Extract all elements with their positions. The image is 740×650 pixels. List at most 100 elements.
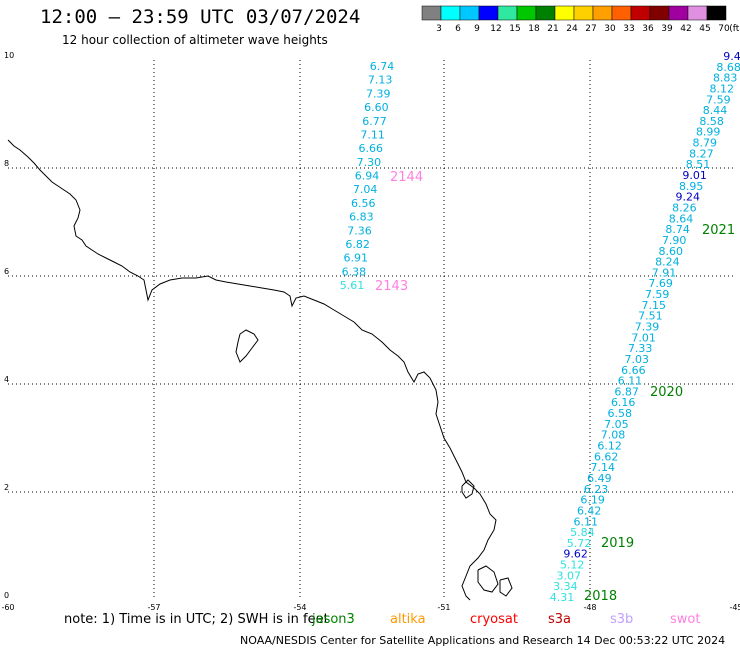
colorbar-tick-label: 24 — [566, 24, 578, 34]
swh-value-label: 6.60 — [364, 101, 389, 114]
swh-value-label: 6.62 — [594, 450, 619, 463]
swh-value-label: 8.12 — [710, 82, 735, 95]
note-text: note: 1) Time is in UTC; 2) SWH is in fe… — [64, 612, 329, 627]
swh-value-label: 7.69 — [648, 277, 673, 290]
swh-value-label: 7.11 — [360, 128, 385, 141]
swh-value-label: 6.42 — [577, 504, 602, 517]
x-tick-label: -45 — [729, 603, 740, 612]
swh-value-label: 7.39 — [635, 321, 660, 334]
swh-value-label: 7.39 — [366, 87, 391, 100]
swh-value-label: 7.14 — [591, 461, 616, 474]
colorbar-swatch — [535, 5, 556, 21]
colorbar-swatch — [497, 5, 518, 21]
pass-time-label: 2018 — [584, 589, 617, 604]
y-tick-label: 2 — [4, 483, 9, 492]
colorbar-tick-label: 42 — [680, 24, 691, 34]
swh-value-label: 6.82 — [345, 238, 370, 251]
swh-value-label: 5.12 — [560, 559, 585, 572]
colorbar-tick-label: 6 — [455, 24, 461, 34]
colorbar-swatch — [706, 5, 727, 21]
swh-value-label: 3.34 — [553, 580, 578, 593]
x-tick-label: -54 — [293, 603, 306, 612]
swh-value-label: 6.19 — [580, 494, 605, 507]
coastline — [7, 139, 513, 601]
swh-value-label: 7.08 — [601, 429, 626, 442]
map-title: 12:00 – 23:59 UTC 03/07/2024 — [40, 6, 361, 28]
colorbar-swatch — [573, 5, 594, 21]
swh-value-label: 7.51 — [638, 310, 663, 323]
swh-value-label: 9.24 — [676, 191, 701, 204]
swh-value-label: 6.91 — [344, 252, 369, 265]
colorbar-swatch — [668, 5, 689, 21]
colorbar-swatch — [440, 5, 461, 21]
swh-value-label: 7.05 — [604, 418, 629, 431]
swh-value-label: 8.83 — [713, 72, 738, 85]
swh-value-label: 5.61 — [340, 279, 365, 292]
map-subtitle: 12 hour collection of altimeter wave hei… — [62, 33, 328, 47]
swh-value-label: 9.62 — [563, 548, 588, 561]
swh-value-label: 8.68 — [716, 61, 740, 74]
swh-value-label: 8.79 — [693, 137, 718, 150]
colorbar-swatch — [592, 5, 613, 21]
y-tick-label: 6 — [4, 267, 9, 276]
swh-value-label: 6.66 — [621, 364, 646, 377]
pass-time-label: 2144 — [390, 170, 423, 185]
colorbar-tick-label: 15 — [509, 24, 520, 34]
swh-value-label: 7.01 — [631, 331, 656, 344]
swh-value-label: 8.95 — [679, 180, 704, 193]
colorbar-swatch — [611, 5, 632, 21]
swh-value-label: 8.51 — [686, 158, 711, 171]
map-grid: -60 -57 -54 -51 -48 -45 0 2 4 6 8 10 — [1, 51, 740, 612]
x-tick-label: -48 — [583, 603, 596, 612]
colorbar-unit: (ft) — [729, 24, 740, 34]
colorbar-swatch — [630, 5, 651, 21]
swh-value-label: 6.16 — [611, 396, 636, 409]
swh-value-label: 9.01 — [682, 169, 707, 182]
swh-value-label: 7.13 — [368, 74, 393, 87]
swh-value-label: 7.15 — [642, 299, 667, 312]
swh-value-label: 8.60 — [659, 245, 684, 258]
colorbar-tick-label: 3 — [436, 24, 442, 34]
colorbar-swatch — [516, 5, 537, 21]
swh-value-label: 7.30 — [357, 156, 382, 169]
x-tick-label: -60 — [1, 603, 14, 612]
pass-time-label: 2143 — [375, 279, 408, 294]
colorbar-swatch — [649, 5, 670, 21]
pass-time-label: 2020 — [650, 385, 683, 400]
y-tick-label: 0 — [4, 591, 9, 600]
swh-value-label: 7.33 — [628, 342, 653, 355]
x-tick-label: -57 — [147, 603, 160, 612]
swh-value-label: 6.83 — [349, 211, 374, 224]
colorbar-swatch — [478, 5, 499, 21]
swh-value-label: 9.4 — [723, 50, 740, 63]
satellite-legend-item: cryosat — [470, 612, 518, 627]
pass-time-label: 2019 — [601, 536, 634, 551]
colorbar-tick-label: 33 — [623, 24, 634, 34]
swh-value-label: 6.94 — [355, 170, 380, 183]
colorbar-tick-label: 30 — [604, 24, 616, 34]
pass-time-labels: 2144 2143 2021 2020 2019 2018 — [375, 170, 735, 604]
colorbar-tick-label: 45 — [699, 24, 710, 34]
satellite-legend-item: altika — [390, 612, 426, 627]
swh-value-label: 7.04 — [353, 183, 378, 196]
swh-value-label: 6.49 — [587, 472, 612, 485]
swh-value-label: 3.07 — [557, 569, 582, 582]
swh-value-label: 8.74 — [665, 223, 690, 236]
colorbar-swatch — [421, 5, 442, 21]
swh-value-label: 6.23 — [584, 483, 609, 496]
swh-value-label: 6.38 — [342, 265, 367, 278]
swh-value-label: 6.56 — [351, 197, 376, 210]
swh-value-label: 6.11 — [618, 375, 643, 388]
swh-value-label: 5.72 — [567, 537, 592, 550]
altimeter-tracks: 6.747.137.396.606.777.116.667.306.947.04… — [340, 50, 740, 604]
swh-value-label: 6.66 — [359, 142, 384, 155]
swh-value-label: 6.11 — [574, 515, 599, 528]
colorbar-tick-label: 9 — [474, 24, 480, 34]
x-tick-label: -51 — [437, 603, 450, 612]
satellite-legend-item: jason3 — [312, 612, 355, 627]
swh-value-label: 7.59 — [645, 288, 670, 301]
swh-value-label: 8.24 — [655, 256, 680, 269]
swh-value-label: 6.87 — [614, 385, 639, 398]
